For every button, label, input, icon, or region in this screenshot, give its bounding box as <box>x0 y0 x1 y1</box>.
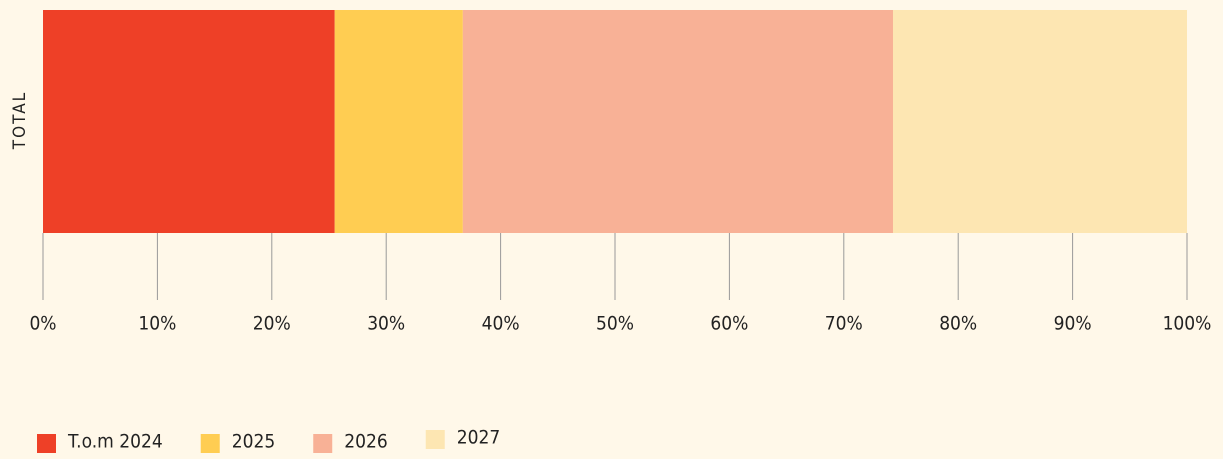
x-tick-label: 60% <box>710 313 748 335</box>
x-tick-label: 50% <box>596 313 634 335</box>
legend-swatch <box>425 430 445 449</box>
legend-label: 2026 <box>344 431 388 453</box>
legend-label: 2027 <box>457 427 501 449</box>
x-tick-label: 70% <box>825 313 863 335</box>
x-tick-label: 100% <box>1163 313 1212 335</box>
legend-swatch <box>200 434 220 453</box>
x-tick-label: 30% <box>367 313 405 335</box>
bar-segment <box>334 10 463 233</box>
x-tick-label: 80% <box>939 313 977 335</box>
category-label: TOTAL <box>10 91 30 150</box>
x-tick-label: 90% <box>1054 313 1092 335</box>
bar-segment <box>43 10 335 233</box>
legend-swatch <box>313 434 333 453</box>
legend-label: T.o.m 2024 <box>67 431 163 453</box>
x-tick-label: 20% <box>253 313 291 335</box>
bar-segment <box>462 10 893 233</box>
bar-segment <box>892 10 1187 233</box>
legend-swatch <box>37 434 56 453</box>
legend-label: 2025 <box>232 431 276 453</box>
x-tick-label: 0% <box>29 313 56 335</box>
x-tick-label: 40% <box>482 313 520 335</box>
x-tick-label: 10% <box>138 313 176 335</box>
